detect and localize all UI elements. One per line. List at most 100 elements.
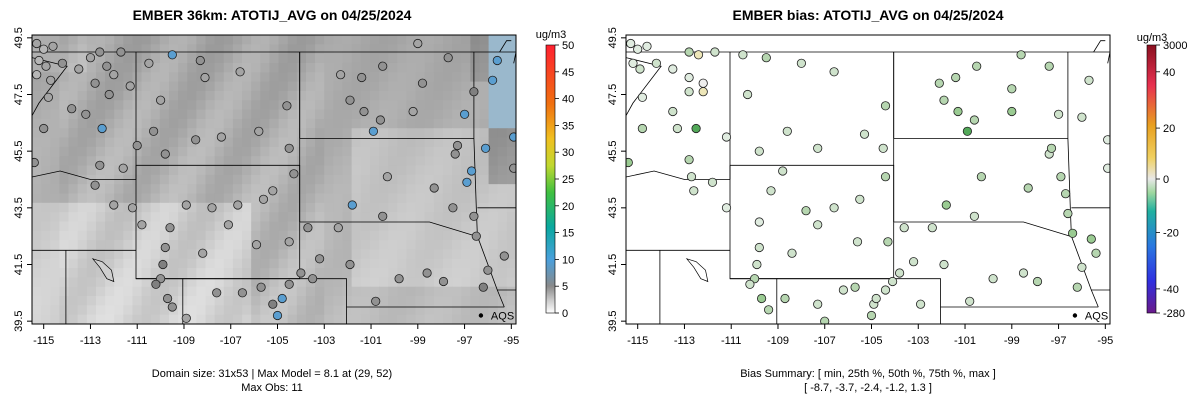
field-cell — [333, 202, 344, 213]
field-cell — [214, 146, 225, 157]
field-cell — [223, 202, 234, 213]
field-cell — [406, 305, 417, 316]
field-cell — [95, 193, 106, 204]
field-cell — [77, 81, 88, 92]
field-cell — [141, 137, 152, 148]
field-cell — [461, 156, 471, 167]
field-cell — [424, 314, 435, 324]
field-cell — [461, 35, 471, 45]
field-cell — [324, 156, 334, 167]
field-cell — [260, 240, 271, 251]
field-cell — [95, 137, 106, 148]
field-cell — [351, 258, 362, 269]
field-cell — [305, 305, 316, 316]
field-cell — [333, 240, 344, 251]
field-cell — [424, 193, 435, 204]
field-cell — [433, 53, 444, 64]
field-cell — [369, 277, 380, 288]
field-cell — [32, 100, 42, 111]
field-cell — [360, 53, 371, 64]
field-cell — [488, 221, 499, 232]
field-cell — [497, 268, 508, 278]
field-cell — [123, 100, 134, 111]
field-cell — [50, 62, 60, 73]
field-cell — [178, 137, 188, 148]
field-cell — [461, 296, 471, 306]
field-cell — [296, 286, 307, 297]
field-cell — [278, 165, 289, 176]
field-cell — [242, 128, 252, 139]
station-point — [766, 186, 776, 196]
field-cell — [324, 72, 334, 83]
field-cell — [223, 240, 234, 251]
colorbar-tick-label: -40 — [1163, 284, 1179, 296]
field-cell — [132, 240, 143, 251]
field-cell — [223, 156, 234, 167]
field-cell — [77, 230, 88, 241]
field-cell — [333, 258, 344, 269]
field-cell — [232, 193, 243, 204]
field-cell — [296, 230, 307, 241]
station-point — [752, 259, 762, 270]
field-cell — [196, 62, 207, 73]
field-cell — [50, 258, 60, 269]
field-cell — [287, 230, 298, 241]
field-cell — [452, 72, 462, 83]
field-cell — [95, 81, 106, 92]
field-cell — [123, 62, 134, 73]
field-cell — [397, 156, 408, 167]
field-cell — [59, 109, 70, 120]
field-cell — [470, 296, 481, 306]
field-cell — [379, 146, 389, 157]
field-cell — [205, 174, 216, 185]
field-cell — [296, 62, 307, 73]
field-cell — [232, 258, 243, 269]
field-cell — [260, 230, 271, 241]
field-cell — [388, 146, 398, 157]
station-point — [633, 44, 643, 54]
field-cell — [506, 268, 516, 278]
field-cell — [32, 109, 42, 120]
field-cell — [59, 44, 70, 55]
field-cell — [77, 305, 88, 316]
station-point — [927, 223, 937, 233]
field-cell — [360, 268, 371, 278]
field-cell — [32, 174, 42, 185]
aqs-marker — [1072, 313, 1078, 318]
x-tick-label: -111 — [127, 335, 147, 347]
field-cell — [333, 81, 344, 92]
field-cell — [324, 249, 334, 260]
field-cell — [178, 72, 188, 83]
field-cell — [159, 35, 170, 45]
field-cell — [95, 62, 106, 73]
station-point — [216, 132, 226, 142]
field-cell — [342, 174, 353, 185]
field-cell — [168, 35, 179, 45]
field-cell — [59, 296, 70, 306]
field-cell — [369, 230, 380, 241]
field-cell — [406, 44, 417, 55]
field-cell — [287, 90, 298, 101]
field-cell — [360, 249, 371, 260]
field-cell — [324, 174, 334, 185]
field-cell — [86, 249, 97, 260]
field-cell — [461, 62, 471, 73]
field-cell — [415, 296, 426, 306]
field-cell — [296, 128, 307, 139]
field-cell — [324, 146, 334, 157]
field-cell — [315, 305, 325, 316]
field-cell — [351, 72, 362, 83]
field-cell — [479, 174, 490, 185]
field-cell — [278, 118, 289, 129]
field-cell — [251, 296, 261, 306]
field-cell — [461, 100, 471, 111]
field-cell — [114, 118, 124, 129]
station-point — [413, 38, 423, 49]
field-cell — [424, 258, 435, 269]
field-cell — [433, 286, 444, 297]
field-cell — [269, 174, 280, 185]
station-point — [1046, 143, 1057, 153]
field-cell — [415, 156, 426, 167]
field-cell — [187, 184, 197, 195]
field-cell — [178, 81, 188, 92]
